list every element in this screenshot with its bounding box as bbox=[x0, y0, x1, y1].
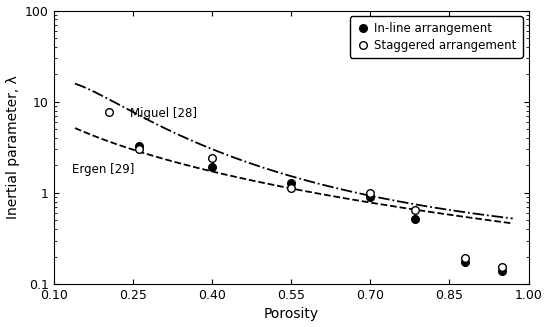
In-line arrangement bbox=[288, 181, 294, 185]
Text: Miguel [28]: Miguel [28] bbox=[130, 107, 197, 120]
Staggered arrangement bbox=[412, 208, 419, 212]
Staggered arrangement bbox=[106, 110, 112, 113]
Staggered arrangement bbox=[209, 156, 215, 160]
In-line arrangement bbox=[209, 165, 215, 169]
In-line arrangement bbox=[367, 195, 374, 199]
Line: Staggered arrangement: Staggered arrangement bbox=[105, 108, 506, 270]
Line: In-line arrangement: In-line arrangement bbox=[135, 142, 506, 275]
In-line arrangement bbox=[136, 144, 142, 147]
Text: Ergen [29]: Ergen [29] bbox=[72, 163, 135, 176]
Y-axis label: Inertial parameter, λ: Inertial parameter, λ bbox=[5, 75, 20, 219]
Staggered arrangement bbox=[367, 191, 374, 195]
Staggered arrangement bbox=[288, 186, 294, 190]
In-line arrangement bbox=[462, 260, 469, 264]
In-line arrangement bbox=[499, 269, 505, 273]
Staggered arrangement bbox=[499, 265, 505, 269]
Staggered arrangement bbox=[462, 256, 469, 260]
Staggered arrangement bbox=[136, 147, 142, 151]
In-line arrangement bbox=[412, 217, 419, 221]
X-axis label: Porosity: Porosity bbox=[264, 307, 319, 321]
Legend: In-line arrangement, Staggered arrangement: In-line arrangement, Staggered arrangeme… bbox=[350, 16, 523, 58]
